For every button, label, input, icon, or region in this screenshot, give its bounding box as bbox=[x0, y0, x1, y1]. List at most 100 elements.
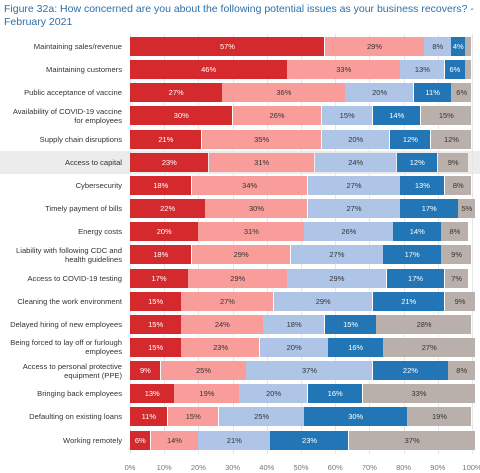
bar-segment bbox=[130, 222, 198, 242]
category-label: Maintaining sales/revenue bbox=[33, 42, 122, 51]
category-label: Public acceptance of vaccine bbox=[24, 88, 122, 98]
value-label: 8% bbox=[449, 227, 461, 237]
x-tick-label: 70% bbox=[361, 462, 377, 472]
bar-segment bbox=[465, 37, 472, 56]
value-label: 12% bbox=[402, 134, 418, 144]
value-label: 27% bbox=[168, 88, 184, 98]
category-label: Timely payment of bills bbox=[45, 204, 122, 214]
x-tick-label: 50% bbox=[293, 462, 309, 472]
value-label: 11% bbox=[141, 412, 157, 422]
value-label: 27% bbox=[346, 180, 362, 190]
bar-segment bbox=[273, 291, 373, 311]
grid-line bbox=[437, 34, 439, 454]
value-label: 23% bbox=[302, 435, 318, 445]
chart-title: Figure 32a: How concerned are you about … bbox=[4, 3, 474, 28]
value-label: 27% bbox=[346, 204, 362, 214]
bar-segment bbox=[372, 361, 448, 381]
grid-line bbox=[130, 34, 131, 454]
bar-segment bbox=[444, 291, 475, 311]
x-tick-label: 20% bbox=[190, 462, 206, 472]
bar-segment bbox=[389, 129, 431, 149]
bar-segment bbox=[130, 83, 222, 103]
bar-segment bbox=[458, 199, 475, 219]
grid-line bbox=[164, 34, 166, 454]
bar-segment bbox=[191, 245, 291, 265]
bar-segment bbox=[372, 106, 421, 126]
value-label: 14% bbox=[389, 111, 405, 121]
bar-segment bbox=[181, 291, 274, 311]
value-label: 46% bbox=[201, 65, 217, 75]
bar-segment bbox=[130, 129, 202, 149]
grid-line bbox=[403, 34, 405, 454]
bar-segment bbox=[324, 37, 424, 56]
bar-segment bbox=[167, 407, 219, 427]
bar-segment bbox=[239, 384, 308, 404]
bar-segment bbox=[451, 83, 472, 103]
value-label: 9% bbox=[454, 296, 466, 306]
x-tick-label: 60% bbox=[327, 462, 343, 472]
bar-segment bbox=[314, 152, 397, 172]
category-label: Access to personal protective equipment … bbox=[22, 361, 122, 380]
bar-segment bbox=[393, 222, 441, 242]
bar-segment bbox=[396, 152, 438, 172]
value-label: 15% bbox=[343, 319, 359, 329]
bar-segment bbox=[259, 337, 328, 357]
grid-line bbox=[369, 34, 371, 454]
value-label: 20% bbox=[348, 134, 364, 144]
value-label: 18% bbox=[153, 180, 169, 190]
value-label: 20% bbox=[156, 227, 172, 237]
x-tick-label: 30% bbox=[225, 462, 241, 472]
value-label: 23% bbox=[161, 157, 177, 167]
grid-line bbox=[335, 34, 337, 454]
bar-segment bbox=[345, 83, 414, 103]
bar-segment bbox=[383, 245, 441, 265]
bar-segment bbox=[130, 361, 161, 381]
value-label: 20% bbox=[266, 389, 282, 399]
value-label: 8% bbox=[452, 180, 464, 190]
value-label: 8% bbox=[432, 42, 444, 51]
bar-segment bbox=[400, 199, 458, 219]
bar-segment bbox=[424, 37, 451, 56]
value-label: 15% bbox=[148, 296, 164, 306]
grid-line bbox=[266, 34, 268, 454]
value-label: 57% bbox=[219, 42, 235, 51]
bar-segment bbox=[201, 129, 321, 149]
value-label: 9% bbox=[451, 250, 463, 260]
bar-segment bbox=[321, 106, 373, 126]
bar-segment bbox=[437, 152, 469, 172]
bar-segment bbox=[246, 361, 373, 381]
value-label: 33% bbox=[336, 65, 352, 75]
value-label: 22% bbox=[160, 204, 176, 214]
bar-segment bbox=[441, 222, 469, 242]
value-label: 27% bbox=[219, 296, 235, 306]
value-label: 25% bbox=[196, 366, 212, 376]
bar-segment bbox=[188, 268, 287, 288]
bar-segment bbox=[376, 314, 472, 334]
value-label: 6% bbox=[134, 435, 146, 445]
value-label: 6% bbox=[449, 65, 461, 75]
value-label: 23% bbox=[213, 342, 229, 352]
value-label: 29% bbox=[329, 273, 345, 283]
category-label: Cleaning the work environment bbox=[17, 296, 122, 306]
value-label: 12% bbox=[409, 157, 425, 167]
bar-segment bbox=[130, 268, 188, 288]
value-label: 8% bbox=[456, 366, 468, 376]
value-label: 16% bbox=[348, 342, 364, 352]
value-label: 7% bbox=[451, 273, 463, 283]
value-label: 27% bbox=[329, 250, 345, 260]
value-label: 15% bbox=[438, 111, 454, 121]
value-label: 27% bbox=[421, 342, 437, 352]
value-label: 22% bbox=[402, 366, 418, 376]
bar-segment bbox=[465, 60, 472, 80]
bar-segment bbox=[130, 430, 151, 450]
bar-segment bbox=[324, 314, 376, 334]
bar-segment bbox=[304, 407, 407, 427]
bar-segment bbox=[218, 407, 304, 427]
value-label: 15% bbox=[185, 412, 201, 422]
value-label: 29% bbox=[233, 250, 249, 260]
bar-segment bbox=[407, 407, 472, 427]
bar-segment bbox=[208, 152, 315, 172]
bar-segment bbox=[232, 106, 321, 126]
value-label: 13% bbox=[414, 180, 430, 190]
bar-segment bbox=[321, 129, 390, 149]
